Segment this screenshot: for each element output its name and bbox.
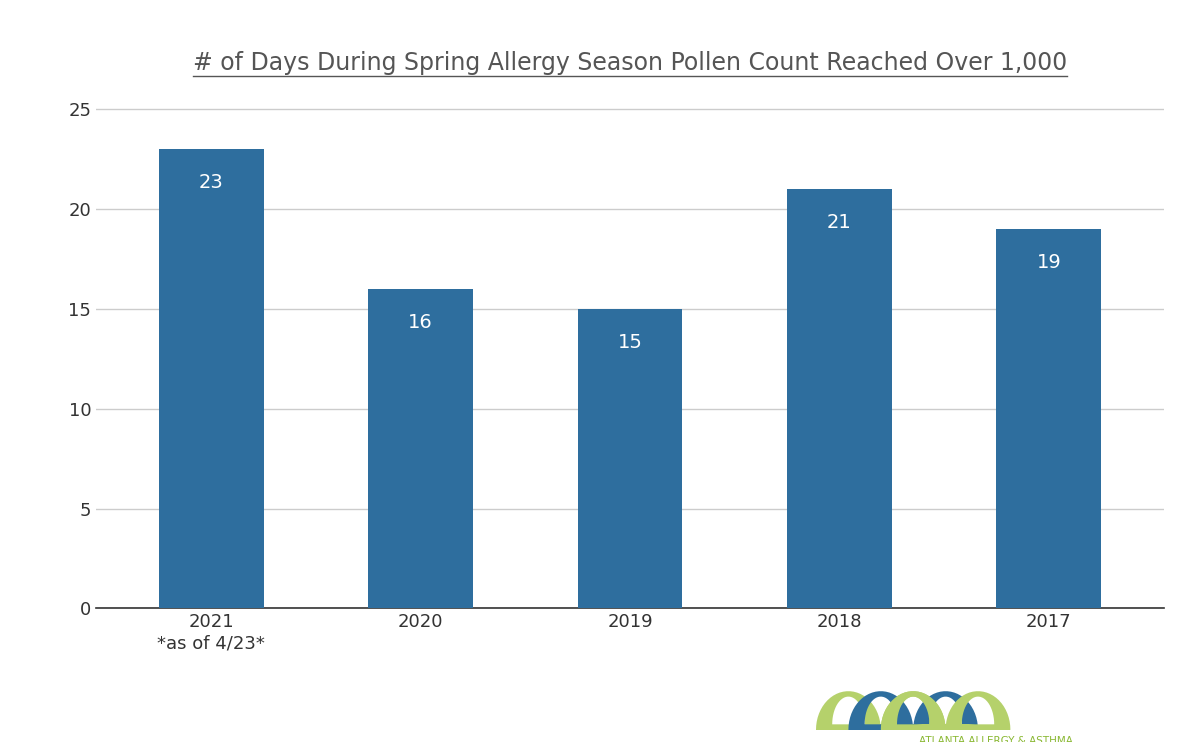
Text: 16: 16 [408,313,433,332]
Polygon shape [881,692,1010,730]
Text: 21: 21 [827,213,852,232]
Polygon shape [848,692,978,730]
Text: 23: 23 [199,173,223,192]
Bar [368,289,473,608]
Polygon shape [816,692,946,730]
Text: ATLANTA ALLERGY & ASTHMA: ATLANTA ALLERGY & ASTHMA [919,736,1073,742]
Text: 19: 19 [1037,253,1061,272]
Bar [996,229,1102,608]
Bar [787,189,892,608]
Bar [158,149,264,608]
Text: 15: 15 [618,332,642,352]
Bar [577,309,683,608]
Title: # of Days During Spring Allergy Season Pollen Count Reached Over 1,000: # of Days During Spring Allergy Season P… [193,50,1067,75]
